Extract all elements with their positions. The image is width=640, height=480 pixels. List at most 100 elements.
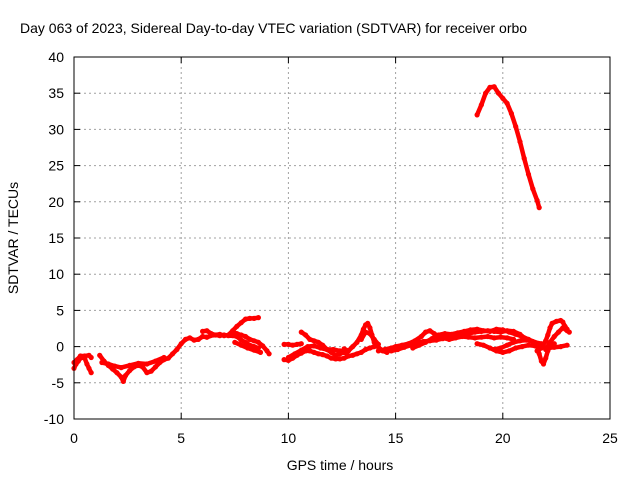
data-point	[564, 342, 570, 348]
x-tick-label: 0	[70, 430, 78, 446]
data-point	[247, 336, 253, 342]
data-point	[427, 328, 433, 334]
chart-title: Day 063 of 2023, Sidereal Day-to-day VTE…	[20, 20, 527, 36]
data-point	[114, 370, 120, 376]
y-tick-label: 5	[56, 302, 64, 318]
data-point	[478, 102, 484, 108]
data-point	[204, 328, 210, 334]
data-point	[182, 336, 189, 342]
data-point	[152, 364, 159, 370]
data-point	[88, 370, 94, 376]
data-point	[232, 339, 238, 345]
data-point	[508, 110, 514, 117]
data-point	[200, 333, 206, 340]
data-point	[363, 346, 369, 353]
data-point	[221, 332, 227, 338]
data-point	[365, 320, 371, 326]
data-point	[292, 351, 298, 357]
data-point	[298, 329, 304, 335]
data-point	[523, 337, 530, 343]
data-point	[307, 348, 313, 354]
data-point	[208, 331, 214, 337]
data-point	[495, 90, 502, 96]
data-point	[341, 346, 347, 352]
data-point	[195, 336, 201, 342]
data-point	[519, 344, 525, 350]
data-point	[367, 325, 373, 331]
data-point	[474, 326, 480, 332]
data-point	[170, 351, 176, 357]
data-point	[225, 333, 231, 339]
data-point	[255, 339, 261, 345]
data-point	[487, 328, 493, 334]
data-point	[560, 325, 566, 331]
data-point	[174, 346, 180, 353]
data-point	[367, 345, 373, 351]
data-point	[82, 353, 88, 359]
data-point	[540, 361, 547, 367]
x-tick-label: 5	[177, 430, 185, 446]
data-point	[560, 319, 566, 325]
x-tick-label: 10	[281, 430, 297, 446]
data-point	[395, 346, 401, 353]
data-point	[538, 345, 545, 351]
data-point	[337, 356, 343, 362]
data-point	[534, 348, 540, 354]
data-point	[513, 123, 519, 130]
data-point	[485, 333, 491, 340]
data-point	[363, 329, 369, 335]
data-point	[543, 346, 549, 353]
data-point	[491, 84, 497, 90]
data-point	[238, 337, 244, 343]
data-point	[435, 332, 442, 338]
data-point	[266, 351, 272, 357]
data-point	[487, 345, 493, 351]
data-point	[530, 186, 536, 192]
data-point	[566, 329, 572, 335]
data-point	[498, 345, 504, 351]
data-point	[442, 331, 448, 337]
data-point	[251, 347, 257, 353]
data-point	[483, 90, 489, 96]
data-point	[328, 355, 334, 361]
data-point	[318, 345, 324, 351]
data-point	[504, 100, 510, 106]
data-point	[468, 327, 474, 333]
data-point	[358, 336, 364, 342]
data-point	[135, 360, 141, 366]
data-point	[510, 339, 517, 345]
data-point	[506, 348, 512, 354]
data-point	[324, 346, 330, 353]
data-point	[461, 328, 467, 334]
data-point	[536, 205, 542, 211]
data-point	[375, 341, 381, 347]
x-axis-label: GPS time / hours	[287, 457, 394, 473]
data-point	[251, 315, 257, 321]
data-point	[333, 352, 339, 358]
data-point	[354, 351, 360, 357]
data-point	[545, 332, 551, 338]
data-point	[547, 339, 553, 345]
data-point	[555, 329, 562, 335]
data-point	[127, 367, 133, 374]
data-point	[260, 343, 266, 349]
data-point	[341, 355, 347, 361]
data-point	[315, 339, 321, 345]
data-point	[165, 355, 171, 361]
series-segment	[474, 84, 542, 210]
x-tick-label: 25	[602, 430, 618, 446]
data-point	[345, 348, 351, 354]
data-point	[127, 362, 133, 368]
data-point	[97, 352, 103, 358]
data-point	[493, 326, 499, 332]
data-point	[474, 112, 480, 118]
data-point	[333, 356, 339, 362]
data-point	[324, 353, 330, 359]
data-point	[558, 344, 564, 350]
data-point	[388, 348, 394, 354]
data-point	[320, 352, 326, 358]
data-point	[423, 339, 429, 345]
y-tick-label: 35	[48, 85, 64, 101]
data-point	[285, 354, 291, 361]
data-point	[455, 330, 461, 336]
